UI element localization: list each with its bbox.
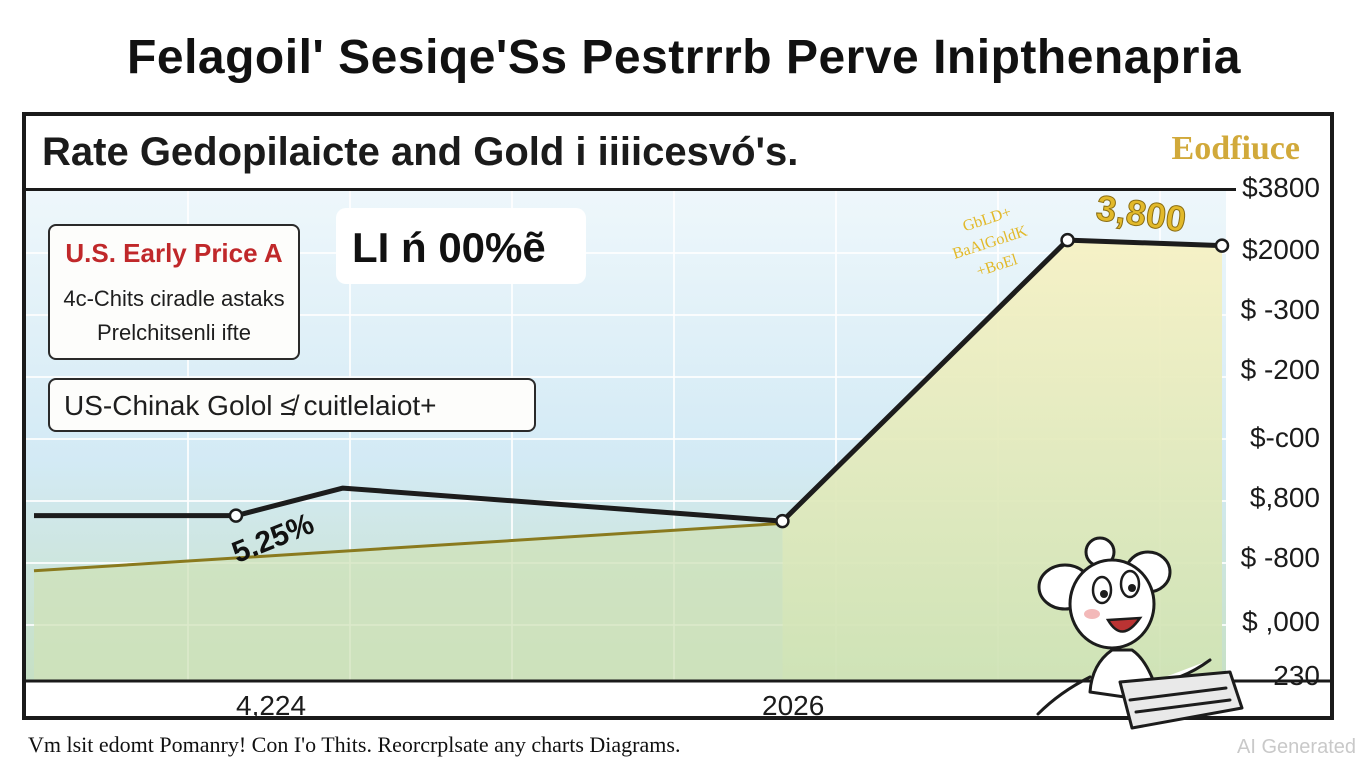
y-tick-label: $2000 (1242, 234, 1320, 265)
green-area-fill (34, 523, 783, 681)
price-callout-box: U.S. Early Price A 4c-Chits ciradle asta… (48, 224, 300, 360)
y-tick-label: $ -300 (1240, 294, 1320, 325)
price-callout-title: U.S. Early Price A (65, 238, 283, 268)
rate-line (34, 237, 1223, 524)
data-point (775, 513, 790, 529)
data-point (1214, 238, 1230, 253)
header-divider (26, 188, 1236, 191)
page-title: Felagoil' Sesiqe'Ss Pestrrrb Perve Inipt… (127, 31, 1241, 84)
data-point (228, 508, 244, 523)
price-callout-line-2: Prelchitsenli ifte (96, 320, 252, 345)
chart-subtitle: Rate Gedopilaicte and Gold i iiiicesvó's… (42, 130, 799, 174)
y-tick-label: 230 (1273, 660, 1320, 691)
gold-trend-line (33, 521, 783, 573)
rate-callout: LI ń 00%ẽ (336, 208, 586, 284)
trade-callout-text: US-Chinak Golol ≰ cuitlelaiot+ (64, 390, 437, 421)
footnote: Vm lsit edomt Pomanry! Con I'o Thits. Re… (28, 732, 681, 757)
watermark: AI Generated (1237, 736, 1356, 758)
y-tick-label: $,800 (1249, 482, 1320, 513)
cartoon-mascot-icon (1036, 536, 1244, 730)
rate-callout-text: LI ń 00%ẽ (352, 224, 546, 271)
y-tick-label: $-c00 (1249, 422, 1320, 453)
y-tick-label: $ ,000 (1242, 606, 1320, 637)
x-tick-label: 4,224 (236, 690, 307, 720)
x-tick-label: 2026 (762, 690, 825, 720)
y-tick-label: $ -200 (1240, 354, 1320, 385)
y-tick-label: $ -800 (1240, 542, 1320, 573)
y-tick-label: $3800 (1242, 172, 1320, 203)
trade-callout-box: US-Chinak Golol ≰ cuitlelaiot+ (48, 378, 536, 432)
price-callout-line-1: 4c-Chits ciradle astaks (63, 286, 285, 311)
chart-frame: 5.25% 3,800 GbLD+ BaAlGoldK +BoEl Rate G… (22, 112, 1334, 720)
data-point (1060, 232, 1075, 248)
corner-label: Eodfiuce (1171, 130, 1300, 167)
